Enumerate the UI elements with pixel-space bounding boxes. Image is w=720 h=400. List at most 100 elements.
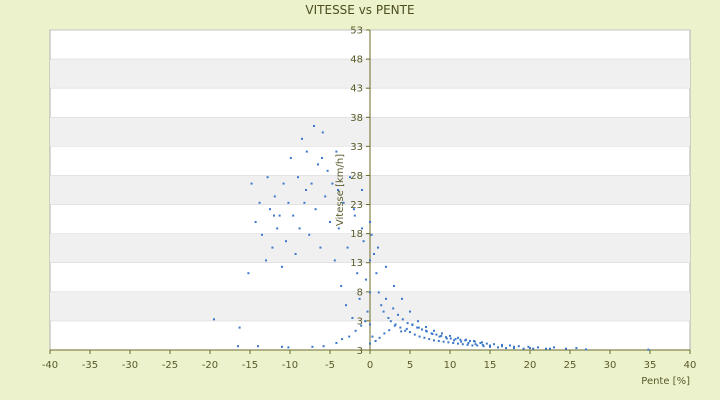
data-point <box>373 253 375 255</box>
data-point <box>383 332 386 335</box>
data-point <box>369 323 371 326</box>
data-point <box>385 297 387 300</box>
data-point <box>353 214 356 217</box>
data-point <box>382 310 385 313</box>
data-point <box>400 330 403 333</box>
data-point <box>399 326 402 329</box>
data-point <box>493 343 495 346</box>
data-point <box>237 345 239 348</box>
data-point <box>271 246 274 249</box>
x-axis-label: Pente [%] <box>641 376 690 387</box>
data-point <box>482 345 485 348</box>
data-point <box>335 342 338 344</box>
data-point <box>370 233 373 236</box>
data-point <box>324 195 327 198</box>
data-point <box>537 346 539 349</box>
data-point <box>501 345 503 348</box>
data-point <box>388 329 391 332</box>
data-point <box>497 346 499 349</box>
data-point <box>532 347 535 350</box>
data-point <box>365 278 367 281</box>
data-point <box>371 335 374 338</box>
data-point <box>374 340 377 342</box>
data-point <box>346 246 349 249</box>
data-point <box>423 336 426 339</box>
data-point <box>565 347 567 350</box>
data-point <box>342 201 345 204</box>
x-tick-label: -5 <box>325 360 335 371</box>
y-axis-label: Vitesse [km/h] <box>335 154 346 226</box>
data-point <box>481 341 483 344</box>
data-point <box>452 342 455 344</box>
x-tick-label: -30 <box>122 360 138 371</box>
data-point <box>314 208 317 211</box>
y-tick-label: 23 <box>350 200 363 211</box>
x-tick-labels: -40 -35 -30 -25 -20 -15 -10 -5 0 5 10 15 20 25 30 35 40 <box>42 350 696 371</box>
data-point <box>340 285 343 287</box>
data-point <box>467 342 470 344</box>
data-point <box>401 318 404 321</box>
data-point <box>292 214 295 217</box>
data-point <box>393 285 395 287</box>
data-point <box>377 246 379 249</box>
data-point <box>335 150 338 153</box>
data-point <box>442 340 445 343</box>
data-point <box>273 195 276 198</box>
data-point <box>362 240 365 243</box>
data-point <box>473 340 475 342</box>
data-point <box>389 320 392 323</box>
x-tick-label: 20 <box>524 360 537 371</box>
data-point <box>308 233 311 236</box>
data-point <box>266 176 269 179</box>
data-point <box>501 343 503 346</box>
data-point <box>281 265 283 268</box>
data-point <box>445 337 448 340</box>
data-point <box>441 332 443 335</box>
data-point <box>445 336 447 339</box>
y-tick-label: 3 <box>357 346 363 357</box>
x-tick-label: -25 <box>162 360 178 371</box>
data-point <box>369 291 371 294</box>
data-point <box>513 347 515 350</box>
x-tick-label: 30 <box>604 360 617 371</box>
data-point <box>425 326 427 328</box>
data-point <box>431 333 434 335</box>
data-point <box>461 343 464 346</box>
data-point <box>417 326 420 329</box>
data-point <box>294 253 297 255</box>
data-point <box>358 297 361 300</box>
data-point <box>303 201 306 204</box>
data-point <box>405 327 408 330</box>
data-point <box>289 157 292 159</box>
data-point <box>474 343 477 346</box>
data-point <box>369 221 371 223</box>
data-point <box>553 346 555 349</box>
data-point <box>418 335 421 338</box>
data-point <box>348 335 351 338</box>
x-tick-label: 0 <box>367 360 373 371</box>
x-tick-label: 15 <box>484 360 497 371</box>
data-point <box>366 310 369 313</box>
data-point <box>364 320 367 323</box>
data-point <box>311 345 314 348</box>
data-point <box>513 345 515 348</box>
data-point <box>254 221 257 223</box>
data-point <box>433 329 435 332</box>
data-point <box>435 333 438 336</box>
data-point <box>485 342 488 345</box>
data-point <box>457 336 459 339</box>
data-point <box>527 345 530 348</box>
x-tick-label: -10 <box>282 360 298 371</box>
data-point <box>460 340 463 343</box>
x-tick-label: 10 <box>444 360 457 371</box>
data-point <box>375 272 378 275</box>
data-point <box>337 227 340 230</box>
data-point <box>361 227 363 230</box>
data-point <box>393 324 396 327</box>
x-tick-label: -40 <box>42 360 58 371</box>
data-point <box>361 189 363 191</box>
data-point <box>351 317 354 319</box>
data-point <box>333 259 336 262</box>
data-point <box>438 335 441 338</box>
